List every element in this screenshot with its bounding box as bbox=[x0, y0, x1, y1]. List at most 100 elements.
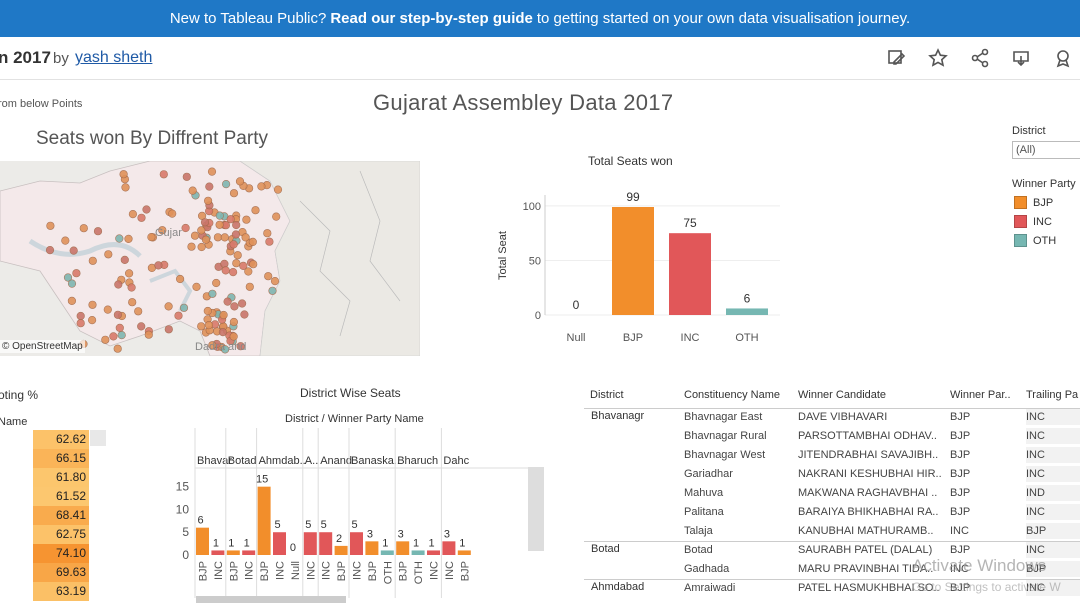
seat-marker[interactable] bbox=[197, 242, 206, 252]
seat-marker[interactable] bbox=[125, 269, 134, 278]
seat-marker[interactable] bbox=[120, 255, 129, 264]
seat-marker[interactable] bbox=[229, 332, 238, 341]
seat-marker[interactable] bbox=[103, 305, 112, 314]
seat-marker[interactable] bbox=[142, 205, 151, 214]
seat-marker[interactable] bbox=[219, 310, 228, 320]
table-row[interactable]: Bhavnagar West JITENDRABHAI SAVAJIBH.. BJP… bbox=[584, 446, 1080, 465]
seat-marker[interactable] bbox=[79, 224, 88, 233]
table-row[interactable]: Palitana BARAIYA BHIKHABHAI RA.. BJP INC bbox=[584, 503, 1080, 522]
bar-inc[interactable] bbox=[211, 550, 225, 555]
table-row[interactable]: Botad SAURABH PATEL (DALAL) BJP INC bbox=[584, 541, 1080, 560]
seat-marker[interactable] bbox=[181, 223, 190, 233]
seat-marker[interactable] bbox=[128, 298, 137, 307]
legend-item-bjp[interactable]: BJP bbox=[1014, 196, 1053, 209]
voting-cell[interactable]: 63.19 bbox=[33, 582, 89, 601]
seat-marker[interactable] bbox=[249, 260, 258, 269]
seat-marker[interactable] bbox=[222, 180, 231, 189]
seat-marker[interactable] bbox=[159, 170, 168, 179]
bar-oth[interactable] bbox=[411, 550, 425, 555]
table-row[interactable]: Talaja KANUBHAI MATHURAMB.. INC BJP bbox=[584, 522, 1080, 541]
seat-marker[interactable] bbox=[154, 261, 163, 270]
seat-marker[interactable] bbox=[208, 341, 217, 350]
district-header[interactable]: Botad bbox=[228, 455, 257, 467]
seat-marker[interactable] bbox=[229, 317, 238, 327]
seat-marker[interactable] bbox=[124, 234, 133, 243]
seat-marker[interactable] bbox=[205, 182, 214, 191]
seat-marker[interactable] bbox=[144, 330, 153, 339]
seat-marker[interactable] bbox=[251, 206, 260, 215]
bar-inc[interactable] bbox=[319, 532, 333, 555]
seat-marker[interactable] bbox=[268, 286, 277, 295]
seat-marker[interactable] bbox=[114, 280, 123, 289]
bar-inc[interactable] bbox=[303, 532, 317, 555]
seat-marker[interactable] bbox=[147, 232, 156, 242]
seat-marker[interactable] bbox=[218, 328, 227, 337]
seat-marker[interactable] bbox=[229, 267, 238, 277]
seat-marker[interactable] bbox=[88, 300, 97, 309]
seat-marker[interactable] bbox=[63, 273, 73, 282]
voting-cell[interactable]: 68.41 bbox=[33, 506, 89, 525]
seat-marker[interactable] bbox=[232, 259, 241, 268]
seat-marker[interactable] bbox=[93, 227, 103, 236]
seat-marker[interactable] bbox=[164, 325, 173, 334]
seat-marker[interactable] bbox=[248, 237, 257, 246]
district-header[interactable]: Anand bbox=[320, 455, 352, 467]
total-seats-chart[interactable]: 0 50 100 0 Null 99 BJP 75 INC 6 OTH bbox=[505, 175, 795, 350]
voting-cell[interactable]: 74.10 bbox=[33, 544, 89, 563]
bar-inc[interactable] bbox=[242, 550, 256, 555]
seat-marker[interactable] bbox=[213, 233, 222, 242]
seat-marker[interactable] bbox=[113, 344, 122, 353]
seat-marker[interactable] bbox=[226, 215, 235, 224]
table-row[interactable]: Gariadhar NAKRANI KESHUBHAI HIR.. BJP INC bbox=[584, 465, 1080, 484]
seat-marker[interactable] bbox=[46, 221, 55, 230]
bar-bjp[interactable] bbox=[365, 541, 379, 555]
col-header-district[interactable]: District bbox=[590, 389, 624, 401]
district-header[interactable]: Bhavar bbox=[197, 455, 232, 467]
seat-marker[interactable] bbox=[257, 182, 266, 191]
col-header-winner-party[interactable]: Winner Par.. bbox=[950, 389, 1011, 401]
seat-marker[interactable] bbox=[67, 279, 77, 288]
seat-marker[interactable] bbox=[109, 332, 118, 341]
seat-marker[interactable] bbox=[182, 172, 191, 181]
seat-marker[interactable] bbox=[115, 234, 124, 243]
seat-marker[interactable] bbox=[158, 226, 167, 235]
seat-marker[interactable] bbox=[121, 183, 130, 192]
star-icon[interactable] bbox=[927, 47, 949, 69]
seat-marker[interactable] bbox=[245, 282, 254, 291]
district-chart-vscroll[interactable] bbox=[528, 467, 544, 551]
seat-marker[interactable] bbox=[238, 299, 247, 308]
seat-marker[interactable] bbox=[235, 177, 245, 186]
seat-marker[interactable] bbox=[221, 345, 230, 354]
seat-markers[interactable] bbox=[45, 167, 283, 354]
seat-marker[interactable] bbox=[101, 335, 110, 344]
legend-item-inc[interactable]: INC bbox=[1014, 215, 1052, 228]
district-filter-dropdown[interactable]: (All) bbox=[1012, 141, 1080, 159]
bar-bjp[interactable] bbox=[396, 541, 410, 555]
seat-marker[interactable] bbox=[242, 215, 251, 224]
bar-inc[interactable] bbox=[442, 541, 456, 555]
bar-bjp[interactable] bbox=[226, 550, 240, 555]
bar-oth[interactable] bbox=[726, 308, 768, 315]
district-header[interactable]: Ahmdab.. bbox=[259, 455, 306, 467]
table-row[interactable]: Bhavnagar Rural PARSOTTAMBHAI ODHAV.. BJP I… bbox=[584, 427, 1080, 446]
district-header[interactable]: Banaska.. bbox=[351, 455, 400, 467]
seat-marker[interactable] bbox=[236, 342, 245, 351]
district-header[interactable]: Dahc bbox=[443, 455, 469, 467]
voting-scrollbar[interactable] bbox=[90, 430, 106, 446]
seat-marker[interactable] bbox=[200, 218, 210, 227]
seat-marker[interactable] bbox=[164, 302, 173, 311]
seat-marker[interactable] bbox=[61, 236, 70, 245]
seat-marker[interactable] bbox=[69, 246, 78, 255]
seat-marker[interactable] bbox=[212, 278, 221, 288]
seat-marker[interactable] bbox=[208, 289, 217, 298]
table-row[interactable]: Bhavnagar East DAVE VIBHAVARI BJP INC bbox=[584, 408, 1080, 427]
seat-marker[interactable] bbox=[273, 185, 283, 194]
bar-bjp[interactable] bbox=[257, 486, 271, 555]
district-header[interactable]: Bharuch bbox=[397, 455, 438, 467]
bar-inc[interactable] bbox=[273, 532, 286, 555]
seat-marker[interactable] bbox=[134, 307, 143, 316]
edit-icon[interactable] bbox=[885, 47, 907, 69]
seat-marker[interactable] bbox=[67, 296, 76, 305]
seat-marker[interactable] bbox=[240, 310, 249, 319]
district-chart-hscroll[interactable] bbox=[196, 596, 346, 603]
